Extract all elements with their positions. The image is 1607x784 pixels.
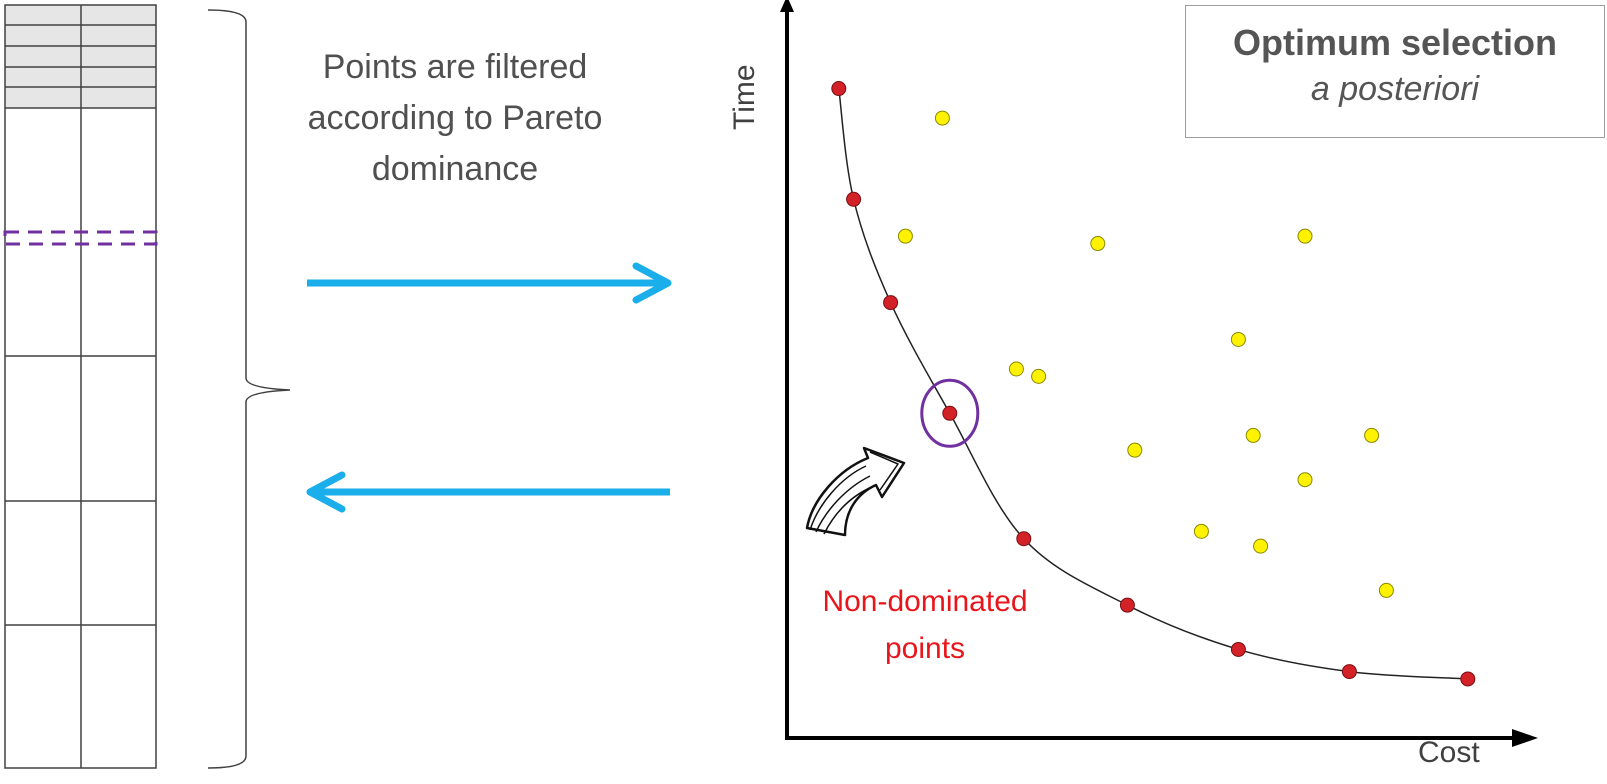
non-dominated-point [831,81,847,97]
dominated-point [1090,236,1106,252]
chart-axes [780,0,1538,747]
dominated-point [1008,361,1024,377]
points-layer [831,81,1476,687]
non-dominated-point [883,295,899,311]
arrow-left [306,471,670,513]
x-axis-label: Cost [1418,736,1480,769]
dominated-point [1364,427,1380,443]
dominated-point [1031,368,1047,384]
dominated-point [1297,472,1313,488]
non-dominated-label: Non-dominated points [822,585,1028,665]
non-dominated-point [1341,664,1357,680]
title-box: Optimum selection a posteriori [1185,5,1605,138]
dominated-point [1378,582,1394,598]
y-axis-label: Time [728,64,761,130]
archive-table [3,4,158,769]
title-main: Optimum selection [1232,22,1558,63]
non-dominated-point [942,405,958,421]
y-axis-arrowhead [780,0,794,12]
dominated-point [1230,331,1246,347]
filter-description: Points are filtered according to Pareto … [307,48,603,188]
curly-brace [207,9,291,769]
dominated-point [1127,442,1143,458]
curved-pointer-icon [805,446,906,537]
x-axis-arrowhead [1512,729,1538,747]
non-dominated-point [846,191,862,207]
arrow-right [307,262,672,304]
selected-point-highlight [920,378,980,448]
dominated-point [897,228,913,244]
non-dominated-point [1230,641,1246,657]
dominated-point [1297,228,1313,244]
dominated-point [1193,523,1209,539]
dominated-point [1245,427,1261,443]
non-dominated-point [1016,531,1032,547]
dominated-point [934,110,950,126]
non-dominated-point [1119,597,1135,613]
dominated-point [1253,538,1269,554]
title-subtitle: a posteriori [1310,70,1480,108]
selected-row-highlight [3,230,158,246]
non-dominated-point [1460,671,1476,687]
